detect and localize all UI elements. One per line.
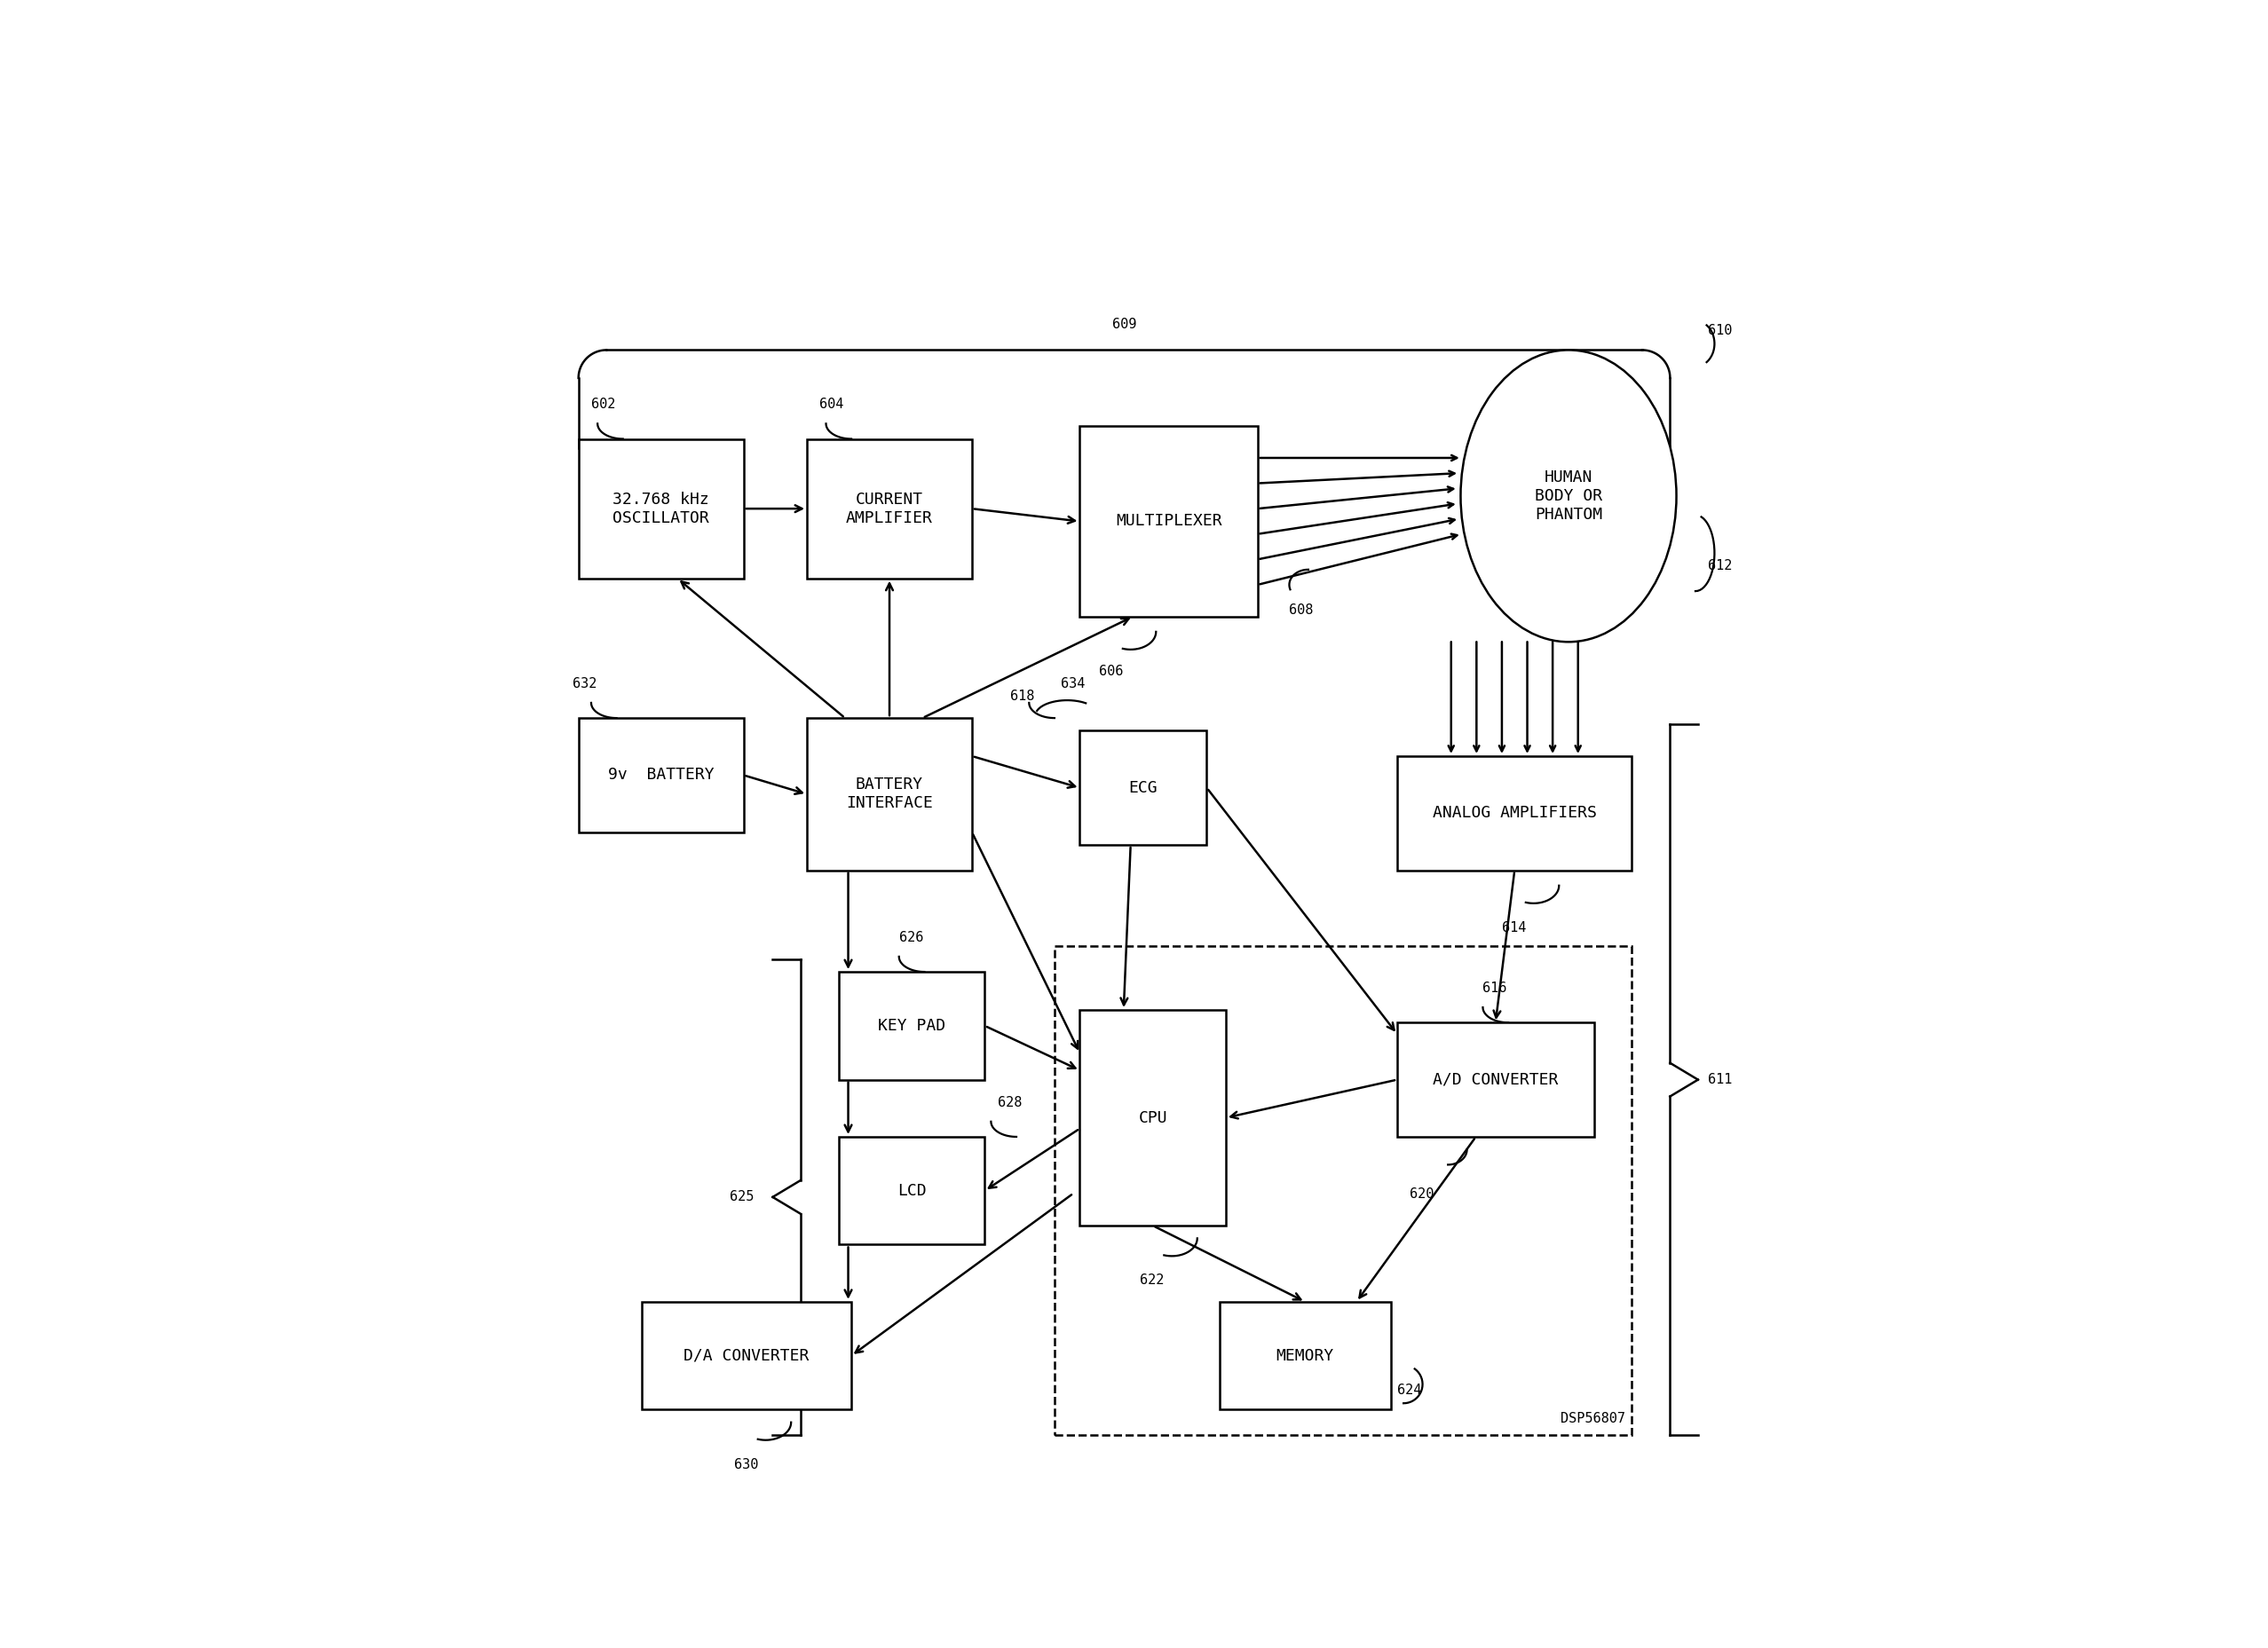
- FancyBboxPatch shape: [1080, 1010, 1225, 1226]
- Text: 610: 610: [1708, 325, 1733, 338]
- Text: MULTIPLEXER: MULTIPLEXER: [1116, 514, 1222, 529]
- FancyBboxPatch shape: [1080, 427, 1256, 616]
- Text: 609: 609: [1111, 318, 1136, 331]
- Text: 9v  BATTERY: 9v BATTERY: [608, 768, 714, 783]
- Text: 32.768 kHz
OSCILLATOR: 32.768 kHz OSCILLATOR: [612, 491, 710, 526]
- Text: A/D CONVERTER: A/D CONVERTER: [1433, 1071, 1558, 1088]
- Text: 612: 612: [1708, 559, 1733, 572]
- FancyBboxPatch shape: [807, 438, 973, 578]
- Text: LCD: LCD: [898, 1183, 925, 1198]
- FancyBboxPatch shape: [1080, 730, 1207, 845]
- FancyBboxPatch shape: [1397, 1022, 1594, 1137]
- Text: 611: 611: [1708, 1073, 1733, 1086]
- Text: 634: 634: [1061, 677, 1084, 691]
- Text: 632: 632: [572, 677, 596, 691]
- FancyBboxPatch shape: [642, 1302, 850, 1409]
- Text: ECG: ECG: [1129, 780, 1157, 796]
- Text: 628: 628: [998, 1096, 1021, 1109]
- Text: 602: 602: [592, 397, 615, 410]
- Text: 624: 624: [1397, 1384, 1422, 1398]
- Text: 616: 616: [1483, 981, 1508, 995]
- Text: 604: 604: [819, 397, 844, 410]
- Text: 608: 608: [1288, 603, 1313, 616]
- Text: 606: 606: [1100, 664, 1123, 677]
- Text: CPU: CPU: [1139, 1109, 1168, 1126]
- Text: BATTERY
INTERFACE: BATTERY INTERFACE: [846, 776, 932, 811]
- FancyBboxPatch shape: [839, 972, 984, 1079]
- Text: ANALOG AMPLIFIERS: ANALOG AMPLIFIERS: [1433, 806, 1597, 821]
- FancyBboxPatch shape: [807, 719, 973, 870]
- Text: 630: 630: [735, 1458, 758, 1472]
- Text: MEMORY: MEMORY: [1277, 1348, 1334, 1363]
- Text: 620: 620: [1411, 1188, 1433, 1201]
- FancyBboxPatch shape: [1397, 756, 1633, 870]
- FancyBboxPatch shape: [578, 438, 744, 578]
- Text: KEY PAD: KEY PAD: [878, 1018, 946, 1033]
- Ellipse shape: [1461, 349, 1676, 641]
- Text: 618: 618: [1009, 689, 1034, 702]
- Text: CURRENT
AMPLIFIER: CURRENT AMPLIFIER: [846, 491, 932, 526]
- Text: 626: 626: [898, 931, 923, 944]
- FancyBboxPatch shape: [839, 1137, 984, 1244]
- Text: D/A CONVERTER: D/A CONVERTER: [685, 1348, 810, 1363]
- FancyBboxPatch shape: [1220, 1302, 1390, 1409]
- Text: HUMAN
BODY OR
PHANTOM: HUMAN BODY OR PHANTOM: [1535, 470, 1601, 522]
- FancyBboxPatch shape: [578, 719, 744, 832]
- Text: 622: 622: [1141, 1274, 1163, 1287]
- Text: 614: 614: [1501, 921, 1526, 934]
- Text: DSP56807: DSP56807: [1560, 1412, 1626, 1426]
- Text: 625: 625: [730, 1190, 753, 1203]
